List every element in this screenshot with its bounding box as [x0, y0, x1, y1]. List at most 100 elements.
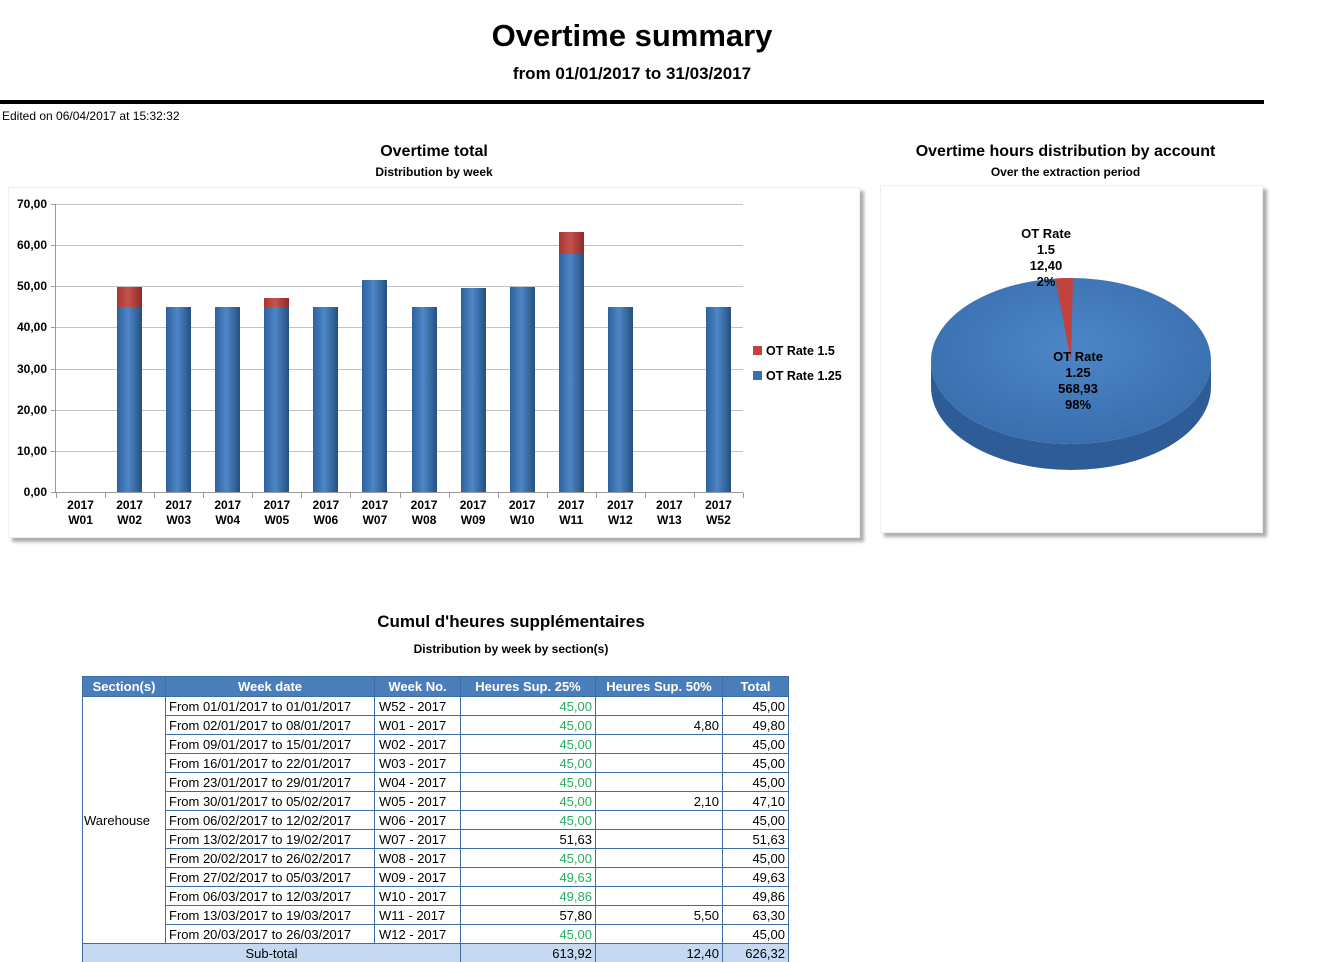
y-axis-line	[55, 204, 56, 493]
x-axis-label: 2017 W09	[449, 498, 498, 528]
page-title: Overtime summary	[0, 18, 1264, 54]
hs50-cell	[596, 868, 723, 887]
total-cell: 63,30	[723, 906, 789, 925]
x-axis-label: 2017 W02	[105, 498, 154, 528]
hs50-cell	[596, 925, 723, 944]
table-header-row: Section(s) Week date Week No. Heures Sup…	[83, 677, 789, 697]
bar-chart-title: Overtime total	[8, 143, 860, 161]
total-cell: 45,00	[723, 735, 789, 754]
bar-chart: 0,0010,0020,0030,0040,0050,0060,0070,002…	[8, 187, 860, 538]
gridline	[56, 451, 743, 452]
week-no-cell: W10 - 2017	[375, 887, 461, 906]
gridline	[56, 286, 743, 287]
table-row: From 06/02/2017 to 12/02/2017W06 - 20174…	[83, 811, 789, 830]
week-no-cell: W12 - 2017	[375, 925, 461, 944]
pie-label-ot-rate-1-5: OT Rate 1.5 12,40 2%	[976, 226, 1116, 290]
legend-label: OT Rate 1.25	[766, 369, 842, 383]
week-no-cell: W52 - 2017	[375, 697, 461, 716]
table-row: From 06/03/2017 to 12/03/2017W10 - 20174…	[83, 887, 789, 906]
week-no-cell: W01 - 2017	[375, 716, 461, 735]
gridline	[56, 410, 743, 411]
table-row: From 20/03/2017 to 26/03/2017W12 - 2017 4…	[83, 925, 789, 944]
table-row: WarehouseFrom 01/01/2017 to 01/01/2017W5…	[83, 697, 789, 716]
subtotal-hs50: 12,40	[596, 944, 723, 962]
pie-chart-title: Overtime hours distribution by account	[874, 143, 1257, 161]
hs50-cell: 5,50	[596, 906, 723, 925]
bar-segment	[608, 307, 633, 492]
bar-chart-subtitle: Distribution by week	[8, 165, 860, 179]
y-axis-label: 10,00	[9, 445, 47, 457]
week-no-cell: W04 - 2017	[375, 773, 461, 792]
week-no-cell: W02 - 2017	[375, 735, 461, 754]
bar-segment	[706, 307, 731, 492]
header-divider	[0, 100, 1264, 104]
week-no-cell: W11 - 2017	[375, 906, 461, 925]
total-cell: 47,10	[723, 792, 789, 811]
x-axis-label: 2017 W04	[203, 498, 252, 528]
total-cell: 49,63	[723, 868, 789, 887]
x-axis-label: 2017 W52	[694, 498, 743, 528]
legend-label: OT Rate 1.5	[766, 344, 835, 358]
bar-segment	[215, 307, 240, 492]
y-axis-tick	[51, 245, 56, 246]
col-header-week-no: Week No.	[375, 677, 461, 697]
hs25-cell: 45,00	[461, 773, 596, 792]
y-axis-tick	[51, 369, 56, 370]
x-axis-label: 2017 W03	[154, 498, 203, 528]
table-row: From 16/01/2017 to 22/01/2017W03 - 20174…	[83, 754, 789, 773]
subtotal-row: Sub-total613,9212,40626,32	[83, 944, 789, 962]
bar-segment	[559, 254, 584, 492]
table-subtitle: Distribution by week by section(s)	[0, 642, 1022, 656]
bar-segment	[166, 307, 191, 492]
total-cell: 51,63	[723, 830, 789, 849]
total-cell: 49,86	[723, 887, 789, 906]
y-axis-tick	[51, 451, 56, 452]
subtotal-label: Sub-total	[83, 944, 461, 962]
hs50-cell: 2,10	[596, 792, 723, 811]
week-no-cell: W05 - 2017	[375, 792, 461, 811]
y-axis-label: 40,00	[9, 321, 47, 333]
x-axis-label: 2017 W13	[645, 498, 694, 528]
total-cell: 49,80	[723, 716, 789, 735]
table-title: Cumul d'heures supplémentaires	[0, 612, 1022, 632]
pie-chart: OT Rate 1.5 12,40 2% OT Rate 1.25 568,93…	[880, 185, 1263, 533]
hs25-cell: 45,00	[461, 735, 596, 754]
x-axis-tick	[743, 493, 744, 498]
col-header-hs25: Heures Sup. 25%	[461, 677, 596, 697]
hs50-cell	[596, 697, 723, 716]
hs50-cell	[596, 849, 723, 868]
total-cell: 45,00	[723, 925, 789, 944]
week-date-cell: From 09/01/2017 to 15/01/2017	[166, 735, 375, 754]
bar-segment	[362, 280, 387, 492]
bar-segment	[313, 307, 338, 492]
hs25-cell: 57,80	[461, 906, 596, 925]
bar-segment	[264, 298, 289, 307]
hs25-cell: 45,00	[461, 697, 596, 716]
hs25-cell: 45,00	[461, 716, 596, 735]
week-date-cell: From 06/03/2017 to 12/03/2017	[166, 887, 375, 906]
y-axis-tick	[51, 204, 56, 205]
bar-segment	[461, 288, 486, 492]
week-date-cell: From 06/02/2017 to 12/02/2017	[166, 811, 375, 830]
subtotal-total: 626,32	[723, 944, 789, 962]
hs50-cell: 4,80	[596, 716, 723, 735]
table-row: From 20/02/2017 to 26/02/2017W08 - 20174…	[83, 849, 789, 868]
x-axis-label: 2017 W06	[301, 498, 350, 528]
hs25-cell: 49,86	[461, 887, 596, 906]
section-cell: Warehouse	[83, 697, 166, 944]
hs25-cell: 49,63	[461, 868, 596, 887]
bar-segment	[264, 307, 289, 492]
week-date-cell: From 16/01/2017 to 22/01/2017	[166, 754, 375, 773]
hs50-cell	[596, 811, 723, 830]
week-date-cell: From 13/03/2017 to 19/03/2017	[166, 906, 375, 925]
bar-chart-legend: OT Rate 1.5 OT Rate 1.25	[753, 338, 842, 388]
bar-segment	[559, 232, 584, 255]
hs50-cell	[596, 735, 723, 754]
total-cell: 45,00	[723, 811, 789, 830]
table-row: From 13/02/2017 to 19/02/2017W07 - 20175…	[83, 830, 789, 849]
legend-swatch-icon	[753, 371, 762, 380]
week-date-cell: From 20/03/2017 to 26/03/2017	[166, 925, 375, 944]
hs50-cell	[596, 754, 723, 773]
gridline	[56, 245, 743, 246]
legend-entry: OT Rate 1.5	[753, 338, 842, 363]
